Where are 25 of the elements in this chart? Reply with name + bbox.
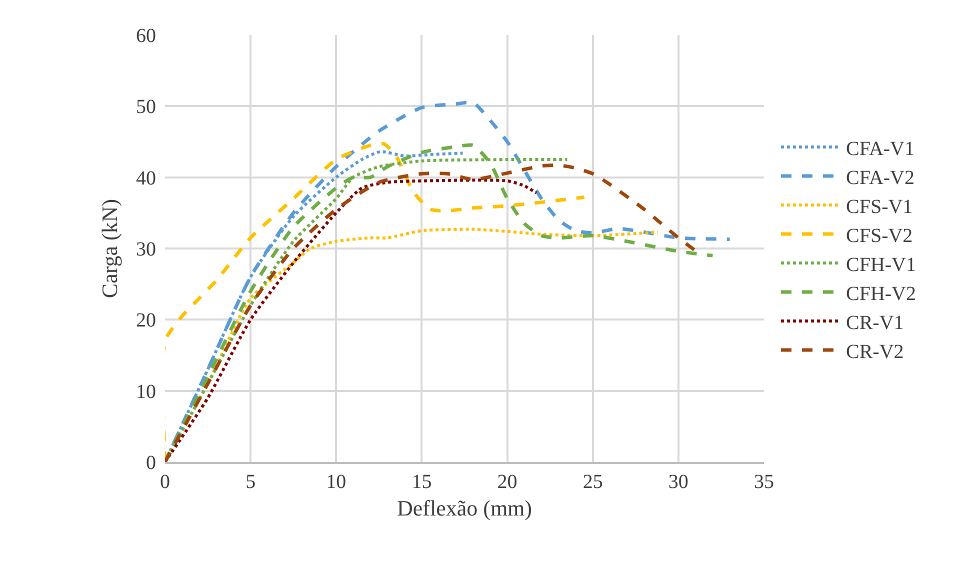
y-tick-label: 10 (136, 380, 156, 403)
x-tick-label: 15 (412, 471, 432, 493)
x-tick-label: 25 (582, 471, 603, 493)
y-tick-label: 20 (136, 310, 156, 332)
x-tick-label: 10 (326, 471, 346, 493)
legend-label: CFA-V1 (846, 138, 915, 160)
y-tick-label: 30 (136, 238, 156, 260)
legend-label: CFH-V2 (846, 282, 916, 305)
legend-label: CR-V1 (846, 312, 904, 334)
x-tick-label: 30 (668, 471, 688, 493)
x-tick-label: 5 (246, 471, 256, 493)
y-tick-label: 0 (146, 452, 156, 474)
y-tick-label: 60 (136, 25, 156, 47)
y-tick-label: 50 (136, 96, 156, 118)
legend-label: CFA-V2 (846, 166, 915, 189)
y-tick-label: 40 (136, 167, 156, 190)
legend-label: CFS-V2 (846, 224, 913, 247)
y-axis-title: Carga (kN) (96, 198, 122, 298)
legend-label: CR-V2 (846, 340, 904, 363)
x-tick-label: 0 (160, 471, 170, 493)
legend-label: CFH-V1 (846, 254, 916, 276)
x-axis-title: Deflexão (mm) (397, 495, 532, 520)
legend-label: CFS-V1 (846, 196, 913, 218)
x-tick-label: 20 (497, 471, 518, 493)
x-tick-label: 35 (754, 471, 774, 493)
